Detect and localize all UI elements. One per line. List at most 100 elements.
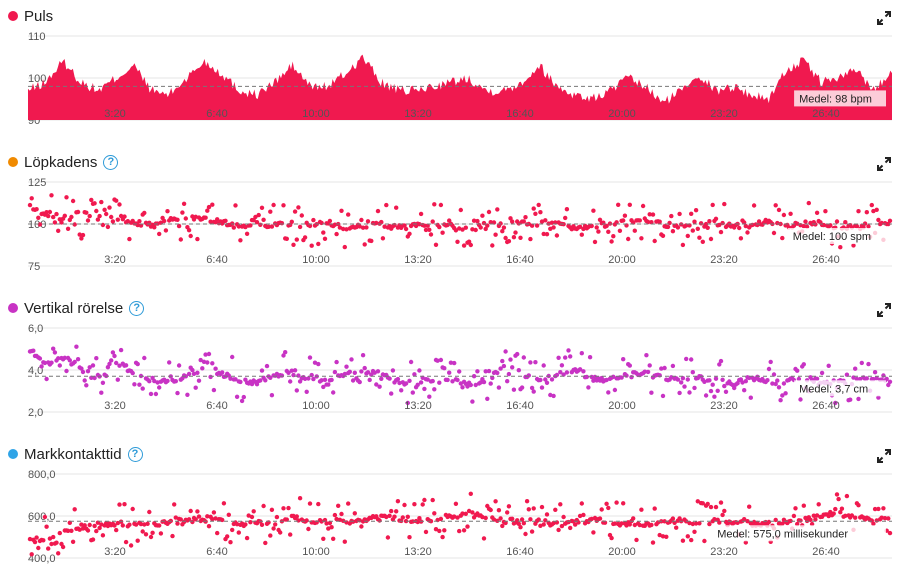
data-point [423,227,429,233]
data-point [776,385,782,390]
data-point [687,520,692,526]
data-point [705,225,710,230]
data-point [637,218,642,223]
data-point [780,393,785,398]
data-point [407,378,412,383]
x-tick-label: 26:40 [812,546,840,558]
data-point [64,195,69,200]
data-point [427,227,432,232]
data-point [826,363,831,368]
data-point [594,225,599,230]
data-point [234,522,240,527]
data-point [259,205,265,210]
data-point [375,208,381,214]
data-point [99,199,104,205]
data-point [77,527,82,532]
data-point [85,218,91,223]
data-point [809,521,815,527]
data-point [881,373,886,378]
data-point [92,375,97,381]
data-point [531,506,536,511]
data-point [226,512,231,517]
data-point [311,217,316,223]
help-icon[interactable]: ? [103,154,119,170]
expand-icon[interactable] [876,302,892,318]
data-point [511,387,517,392]
data-point [332,222,338,227]
data-point [193,214,198,219]
data-point [664,534,669,539]
data-point [650,540,656,545]
data-point [553,507,558,512]
data-point [649,522,654,528]
data-point [264,363,270,369]
data-point [609,535,614,541]
expand-icon[interactable] [876,156,892,172]
data-point [327,520,333,526]
data-point [210,361,215,366]
data-point [814,513,820,518]
data-point [463,511,468,516]
data-point [461,528,467,533]
data-point [558,502,563,507]
help-icon[interactable]: ? [127,446,143,462]
data-point [597,516,603,521]
data-point [322,236,328,241]
expand-icon[interactable] [876,448,892,464]
data-point [511,235,517,240]
help-icon[interactable]: ? [129,300,145,316]
data-point [248,223,253,228]
data-point [258,378,263,383]
data-point [304,518,309,523]
data-point [84,210,89,215]
data-point [203,352,208,357]
data-point [478,225,483,230]
expand-icon[interactable] [876,10,892,26]
data-point [128,543,134,548]
data-point [604,501,609,506]
data-point [392,514,397,519]
data-point [698,221,704,226]
x-tick-label: 3:20 [104,254,125,266]
data-point [775,378,780,383]
x-tick-label: 3:20 [104,108,125,120]
data-point [649,390,654,395]
data-point [67,358,73,363]
data-point [521,521,526,526]
data-point [350,378,356,383]
data-point [887,530,893,536]
data-point [579,232,584,237]
data-point [660,534,666,539]
data-point [871,208,876,214]
data-point [693,521,699,526]
data-point [872,370,878,375]
data-point [747,504,752,509]
data-point [205,514,210,519]
legend-dot-icon [8,303,18,313]
data-point [70,539,76,544]
data-point [339,511,344,517]
data-point [79,522,84,527]
data-point [41,538,46,543]
data-point [500,229,505,234]
data-point [589,223,594,229]
data-point [112,523,117,528]
data-point [188,233,193,239]
data-point [362,242,367,247]
data-point [319,519,324,524]
data-point [117,202,122,207]
data-point [220,517,225,523]
data-point [75,357,81,362]
data-point [795,521,800,527]
data-point [529,223,535,228]
data-point [468,491,473,496]
data-point [652,506,657,511]
data-point [210,202,215,207]
data-point [49,193,54,198]
data-point [591,378,596,383]
data-point [195,236,200,242]
area-series [28,54,892,120]
data-point [90,537,96,542]
data-point [561,372,566,377]
data-point [737,225,742,231]
